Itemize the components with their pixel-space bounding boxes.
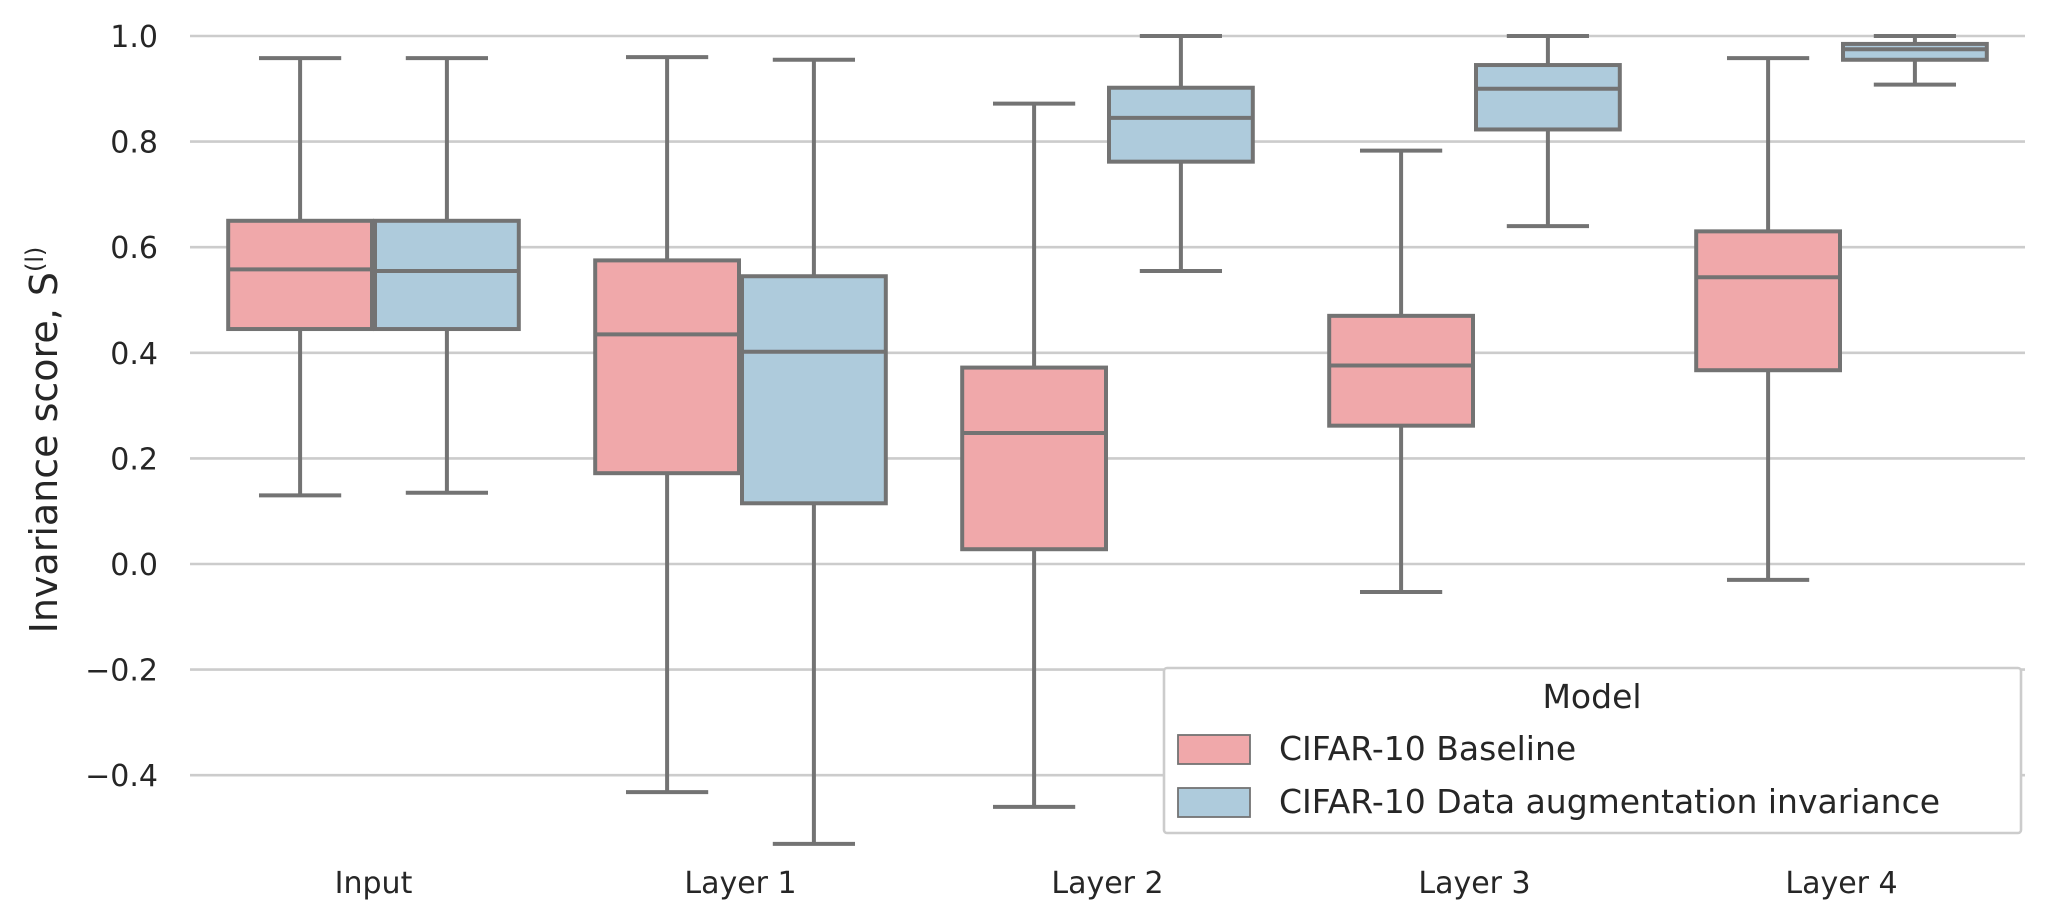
y-tick-label: 0.6 (110, 231, 158, 266)
y-tick-label: 0.2 (110, 442, 158, 477)
legend-title: Model (1542, 677, 1641, 716)
y-tick-labels: 1.0 0.8 0.6 0.4 0.2 0.0 −0.2 −0.4 (85, 20, 158, 794)
y-tick-label: 0.0 (110, 548, 158, 583)
box-body (960, 365, 1109, 552)
box-body (740, 274, 888, 506)
box-augmentation (1107, 34, 1255, 273)
x-tick-label: Input (335, 866, 413, 901)
box-baseline (1694, 56, 1842, 582)
box-body (373, 218, 521, 332)
legend: Model CIFAR-10 Baseline CIFAR-10 Data au… (1162, 666, 2023, 835)
x-tick-label: Layer 2 (1051, 866, 1163, 901)
box-augmentation (373, 56, 521, 495)
y-tick-label: −0.4 (85, 759, 158, 794)
box-body (1327, 313, 1475, 428)
legend-swatch-augmentation (1177, 787, 1251, 818)
legend-label-baseline: CIFAR-10 Baseline (1279, 729, 1576, 768)
box-baseline (593, 55, 742, 795)
box-body (1107, 85, 1255, 164)
y-axis-title: Invariance score, S(l) (21, 247, 66, 634)
box-augmentation (740, 57, 888, 846)
box-series (226, 34, 1989, 846)
box-body (226, 218, 374, 332)
box-baseline (226, 56, 374, 498)
y-axis-title-superscript: (l) (21, 247, 49, 272)
y-tick-label: 1.0 (110, 20, 158, 55)
box-baseline (1327, 148, 1475, 594)
box-body (1694, 229, 1842, 373)
box-augmentation (1841, 34, 1989, 87)
x-tick-label: Layer 1 (684, 866, 796, 901)
y-tick-label: −0.2 (85, 654, 158, 689)
legend-frame (1162, 666, 2023, 835)
legend-swatch-baseline (1177, 734, 1251, 765)
x-tick-label: Layer 4 (1785, 866, 1897, 901)
x-tick-label: Layer 3 (1418, 866, 1530, 901)
x-tick-labels: Input Layer 1 Layer 2 Layer 3 Layer 4 (335, 866, 1898, 901)
y-tick-label: 0.4 (110, 337, 158, 372)
box-body (593, 258, 742, 476)
box-baseline (960, 101, 1109, 809)
y-tick-label: 0.8 (110, 126, 158, 161)
box-body (1474, 63, 1622, 132)
legend-label-augmentation: CIFAR-10 Data augmentation invariance (1279, 782, 1940, 821)
box-augmentation (1474, 34, 1622, 229)
y-axis-title-text: Invariance score, S (22, 272, 66, 633)
box-body (1841, 41, 1989, 62)
